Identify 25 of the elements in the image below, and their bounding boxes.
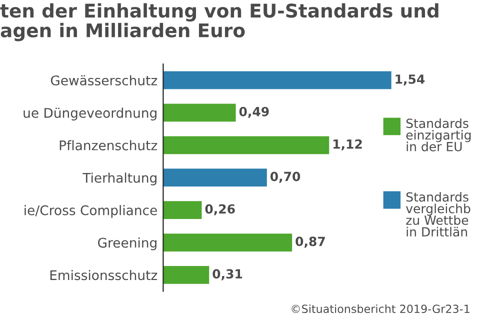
data-label: 1,12: [333, 139, 362, 150]
y-tick-label: Gewässerschutz: [50, 75, 158, 86]
bar: [163, 71, 392, 90]
data-label: 0,70: [270, 172, 300, 183]
bar: [163, 136, 330, 154]
y-tick-label: ue Düngeveordnung: [24, 108, 156, 120]
y-tick-label: ie/Cross Compliance: [24, 205, 157, 218]
text: ©Situationsbericht 2019-Gr23-1: [292, 304, 470, 314]
bar: [163, 168, 267, 187]
data-label: 0,31: [212, 269, 242, 280]
chart-title: ten der Einhaltung von EU-Standards und agen in Milliarden Euro: [0, 3, 438, 42]
data-label: 0,49: [239, 106, 269, 118]
bar: [163, 104, 236, 122]
bar: [163, 201, 202, 219]
y-tick-label: Greening: [98, 238, 156, 250]
bar: [163, 234, 292, 252]
data-label: 0,87: [296, 236, 325, 248]
y-tick-label: Tierhaltung: [82, 172, 156, 186]
data-label: 0,26: [205, 204, 235, 216]
data-label: 1,54: [396, 74, 425, 86]
y-tick-label: Pflanzenschutz: [60, 140, 158, 150]
bar: [163, 266, 210, 284]
legend-label: Standards vergleichb zu Wettbe in Drittlän: [406, 192, 470, 237]
y-tick-label: Emissionsschutz: [50, 270, 158, 280]
legend-label: Standards einzigartig in der EU: [406, 118, 471, 152]
